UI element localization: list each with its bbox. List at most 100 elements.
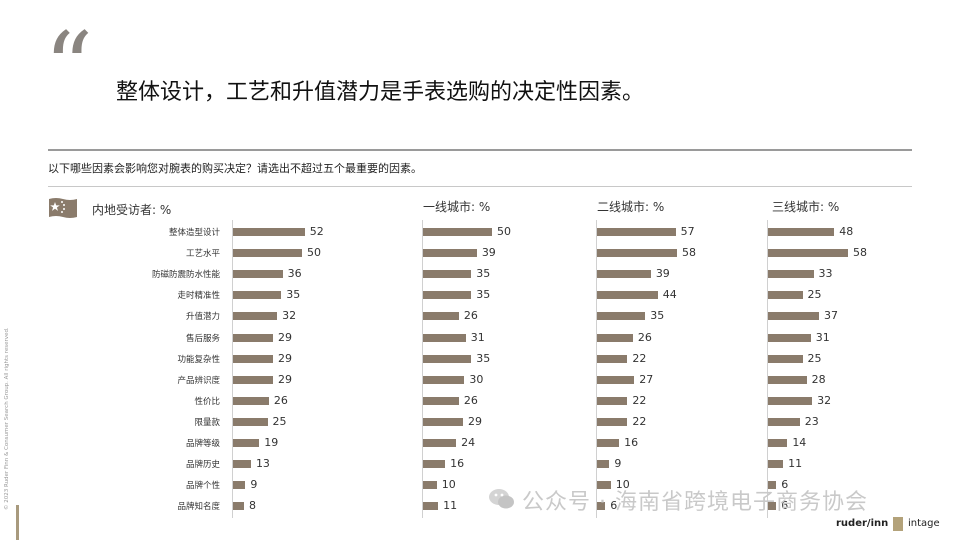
bar (423, 249, 477, 258)
bar (768, 439, 788, 447)
value-label: 39 (481, 246, 496, 260)
bar (233, 312, 278, 321)
value-label: 25 (807, 351, 822, 365)
value-label: 26 (463, 393, 478, 407)
intage-logo: intage (908, 518, 940, 529)
bar (597, 270, 651, 279)
value-label: 13 (255, 457, 270, 471)
bar (597, 417, 628, 426)
value-label: 44 (662, 288, 677, 302)
value-label: 57 (680, 225, 695, 238)
bar (423, 333, 466, 342)
category-label: 防磁防震防水性能 (151, 270, 220, 281)
bar (768, 291, 803, 300)
category-label: 产品辨识度 (177, 375, 220, 386)
value-label: 11 (788, 457, 803, 471)
bar (233, 375, 274, 384)
bar (423, 460, 446, 469)
bar (768, 460, 784, 469)
category-label: 整体造型设计 (168, 228, 220, 238)
value-label: 25 (807, 288, 822, 302)
bar (233, 439, 260, 447)
series-title-1: 一线城市: % (423, 200, 491, 214)
category-label: 功能复杂性 (177, 354, 220, 365)
bar (597, 375, 635, 384)
category-label: 品牌等级 (185, 439, 220, 449)
value-label: 52 (309, 225, 324, 238)
bar (423, 270, 472, 279)
copyright-label: © 2023 Ruder Finn & Consumer Search Grou… (3, 327, 10, 510)
bar (423, 417, 464, 426)
bar (597, 460, 610, 469)
bar (233, 270, 283, 279)
headline: 整体设计，工艺和升值潜力是手表选购的决定性因素。 (116, 80, 645, 105)
bar (423, 312, 459, 321)
bar (597, 502, 606, 511)
value-label: 35 (650, 309, 665, 323)
category-label: 品牌知名度 (177, 502, 220, 513)
ruder-finn-logo: ruder/inn (836, 518, 889, 529)
value-label: 23 (804, 414, 819, 428)
category-label: 品牌历史 (185, 460, 220, 471)
china-flag-icon (49, 198, 77, 218)
bar (597, 312, 646, 321)
bar (233, 502, 245, 511)
value-label: 58 (682, 246, 697, 260)
value-label: 22 (632, 414, 647, 428)
value-label: 35 (476, 267, 491, 281)
category-label: 性价比 (194, 396, 220, 407)
value-label: 16 (450, 457, 465, 471)
series-title-3: 三线城市: % (772, 200, 840, 214)
value-label: 6 (610, 499, 618, 513)
category-label: 售后服务 (185, 333, 220, 344)
bar (233, 460, 251, 469)
bar (233, 228, 305, 236)
survey-question: 以下哪些因素会影响您对腕表的购买决定？请选出不超过五个最重要的因素。 (48, 162, 422, 175)
value-label: 22 (632, 393, 647, 407)
value-label: 10 (615, 478, 630, 492)
value-label: 29 (278, 372, 293, 386)
value-label: 28 (811, 372, 826, 386)
bar (233, 354, 274, 363)
bar (233, 417, 268, 426)
value-label: 36 (287, 267, 302, 281)
value-label: 29 (278, 330, 293, 344)
bar (597, 249, 678, 258)
value-label: 19 (264, 436, 279, 449)
series-axis-1 (422, 220, 423, 518)
partner-logo-icon (893, 517, 903, 531)
bar (597, 396, 628, 405)
wechat-icon (489, 489, 514, 509)
bar (768, 354, 803, 363)
value-label: 31 (470, 330, 485, 344)
bar (768, 481, 777, 490)
bar (423, 439, 457, 447)
value-label: 10 (441, 478, 456, 492)
value-label: 6 (781, 499, 789, 513)
value-label: 29 (468, 414, 483, 428)
value-label: 37 (824, 309, 839, 323)
value-label: 39 (655, 267, 670, 281)
value-label: 8 (249, 499, 257, 513)
bar (423, 396, 459, 405)
bar (768, 502, 777, 511)
series-axis-0 (232, 220, 233, 518)
value-label: 58 (853, 246, 868, 260)
value-label: 48 (839, 225, 854, 238)
value-label: 35 (476, 351, 491, 365)
value-label: 11 (443, 499, 458, 513)
value-label: 26 (273, 393, 288, 407)
value-label: 9 (614, 457, 622, 471)
bar (423, 354, 472, 363)
value-label: 9 (250, 478, 258, 492)
series-axis-3 (767, 220, 768, 518)
bar (423, 481, 437, 490)
value-label: 31 (815, 330, 830, 344)
value-label: 14 (792, 436, 807, 449)
category-label: 升值潜力 (185, 312, 220, 323)
bar (768, 417, 800, 426)
category-label: 走时精准性 (177, 291, 220, 302)
category-label: 限量款 (194, 417, 220, 428)
series-title-0: 内地受访者: % (92, 203, 172, 217)
value-label: 33 (818, 267, 833, 281)
